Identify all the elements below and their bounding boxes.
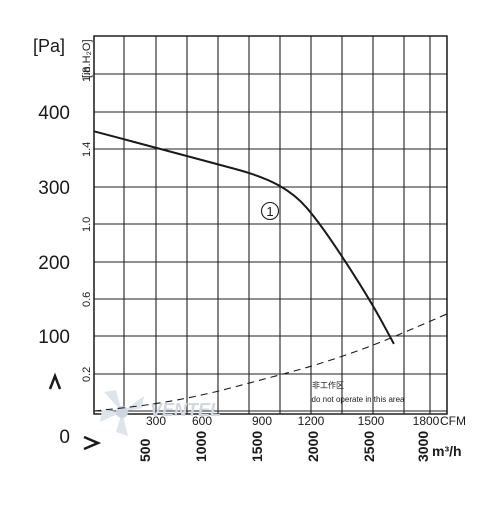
x-tick-label-m3h: 1500 [249,431,265,462]
x-axis-label-m3h: m³/h [432,443,462,459]
y-axis-label-inh2o: [in.H₂O] [81,40,93,79]
x-tick-label-m3h: 1000 [193,431,209,462]
watermark: VENTEL [100,390,221,436]
y-axis-label-pa: [Pa] [33,36,65,56]
annotation-en: do not operate in this area [312,395,406,404]
curve-label: 1 [260,201,280,221]
x-tick-label-cfm: 600 [192,414,212,428]
x-tick-label-cfm: 300 [146,414,166,428]
x-tick-label-cfm: 1800 [413,414,440,428]
watermark-text: VENTEL [150,400,221,420]
fan-curve-1 [93,130,395,345]
y-tick-label-inh2o: 1.4 [81,142,93,157]
series-layer [93,130,448,412]
x-axis-label-cfm: CFM [440,414,466,428]
y-tick-label-inh2o: 1.0 [81,217,93,232]
annotation-cn: 非工作区 [312,380,344,390]
y-tick-label-inh2o: 0.2 [81,367,93,382]
y-tick-label-pa: 100 [38,327,70,348]
x-tick-label-m3h: 500 [137,438,153,462]
x-tick-label-m3h: 2000 [305,431,321,462]
y-tick-label-pa: 0 [59,427,70,448]
system-curve-dashed [93,313,448,412]
y-tick-label-pa: 200 [38,253,70,274]
y-tick-label-inh2o: 1.8 [81,67,93,82]
x-tick-label-cfm: 900 [252,414,272,428]
x-tick-label-cfm: 1200 [298,414,325,428]
y-tick-label-inh2o: 0.6 [81,292,93,307]
y-tick-label-pa: 400 [38,103,70,124]
plot-frame [93,35,448,415]
x-tick-label-m3h: 3000 [415,431,431,462]
x-tick-label-m3h: 2500 [361,431,377,462]
grid [93,35,448,414]
x-tick-label-cfm: 1500 [358,414,385,428]
up-arrow-icon [48,372,62,390]
right-arrow-icon [83,435,102,451]
curve-label-text: 1 [266,204,273,219]
y-tick-label-pa: 300 [38,178,70,199]
